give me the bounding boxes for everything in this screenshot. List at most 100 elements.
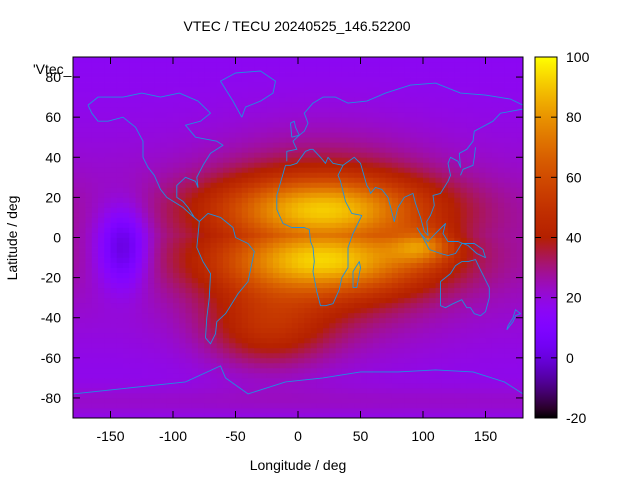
heatmap-cell <box>248 347 255 354</box>
heatmap-cell <box>348 172 355 178</box>
heatmap-cell <box>179 227 186 233</box>
heatmap-cell <box>429 97 436 103</box>
heatmap-cell <box>473 97 480 103</box>
heatmap-cell <box>248 222 255 228</box>
heatmap-cell <box>504 212 511 218</box>
heatmap-cell <box>154 102 161 108</box>
heatmap-cell <box>473 402 480 409</box>
heatmap-cell <box>304 142 311 148</box>
heatmap-cell <box>485 372 493 379</box>
heatmap-cell <box>310 247 318 253</box>
heatmap-cell <box>341 177 349 183</box>
heatmap-cell <box>329 77 336 83</box>
heatmap-cell <box>410 377 418 384</box>
heatmap-cell <box>91 222 99 228</box>
heatmap-cell <box>235 347 243 354</box>
heatmap-cell <box>429 342 436 349</box>
heatmap-cell <box>85 352 93 359</box>
heatmap-cell <box>298 177 305 183</box>
heatmap-cell <box>129 317 136 324</box>
heatmap-cell <box>460 282 468 289</box>
heatmap-cell <box>79 117 86 123</box>
heatmap-cell <box>279 372 286 379</box>
heatmap-cell <box>141 402 149 409</box>
heatmap-cell <box>404 257 411 263</box>
heatmap-cell <box>341 412 349 419</box>
heatmap-cell <box>129 207 136 213</box>
heatmap-cell <box>448 392 455 399</box>
heatmap-cell <box>235 282 243 289</box>
heatmap-cell <box>398 137 405 143</box>
heatmap-cell <box>98 77 105 83</box>
heatmap-cell <box>141 407 149 414</box>
heatmap-cell <box>79 222 86 228</box>
heatmap-cell <box>116 317 124 324</box>
heatmap-cell <box>304 152 311 158</box>
heatmap-cell <box>316 337 324 344</box>
heatmap-cell <box>485 272 493 279</box>
heatmap-cell <box>266 407 274 414</box>
heatmap-cell <box>248 307 255 314</box>
heatmap-cell <box>423 207 430 213</box>
heatmap-cell <box>229 77 236 83</box>
heatmap-cell <box>273 262 280 268</box>
heatmap-cell <box>154 162 161 168</box>
heatmap-cell <box>504 217 511 223</box>
heatmap-cell <box>323 197 330 203</box>
heatmap-cell <box>123 292 130 299</box>
heatmap-cell <box>285 192 293 198</box>
heatmap-cell <box>166 302 174 309</box>
heatmap-cell <box>79 122 86 128</box>
heatmap-cell <box>373 87 380 93</box>
heatmap-cell <box>135 317 143 324</box>
heatmap-cell <box>260 217 268 223</box>
heatmap-cell <box>354 372 361 379</box>
heatmap-cell <box>204 382 211 389</box>
heatmap-cell <box>204 297 211 304</box>
heatmap-cell <box>254 147 261 153</box>
heatmap-cell <box>479 192 486 198</box>
heatmap-cell <box>273 92 280 98</box>
heatmap-cell <box>279 402 286 409</box>
heatmap-cell <box>85 242 93 248</box>
heatmap-cell <box>454 92 461 98</box>
heatmap-cell <box>291 127 299 133</box>
heatmap-cell <box>79 217 86 223</box>
heatmap-cell <box>510 377 518 384</box>
heatmap-cell <box>229 107 236 113</box>
heatmap-cell <box>448 412 455 419</box>
heatmap-cell <box>73 177 80 183</box>
heatmap-cell <box>466 322 474 329</box>
heatmap-cell <box>504 142 511 148</box>
heatmap-cell <box>135 327 143 334</box>
heatmap-cell <box>198 332 205 339</box>
heatmap-cell <box>173 337 180 344</box>
heatmap-cell <box>91 182 99 188</box>
heatmap-cell <box>410 212 418 218</box>
heatmap-cell <box>341 357 349 364</box>
heatmap-cell <box>79 262 86 268</box>
heatmap-cell <box>279 182 286 188</box>
heatmap-cell <box>135 297 143 304</box>
heatmap-cell <box>185 192 193 198</box>
heatmap-cell <box>354 312 361 319</box>
heatmap-cell <box>241 307 249 314</box>
heatmap-cell <box>310 177 318 183</box>
heatmap-cell <box>73 67 80 73</box>
heatmap-cell <box>216 252 224 258</box>
heatmap-cell <box>254 242 261 248</box>
heatmap-cell <box>491 152 499 158</box>
heatmap-cell <box>210 297 218 304</box>
heatmap-cell <box>73 87 80 93</box>
heatmap-cell <box>448 187 455 193</box>
heatmap-cell <box>298 312 305 319</box>
heatmap-cell <box>498 217 505 223</box>
heatmap-cell <box>485 117 493 123</box>
heatmap-cell <box>223 412 230 419</box>
heatmap-cell <box>398 187 405 193</box>
heatmap-cell <box>185 337 193 344</box>
heatmap-cell <box>335 292 343 299</box>
heatmap-cell <box>235 72 243 78</box>
heatmap-cell <box>510 127 518 133</box>
heatmap-cell <box>360 267 368 273</box>
